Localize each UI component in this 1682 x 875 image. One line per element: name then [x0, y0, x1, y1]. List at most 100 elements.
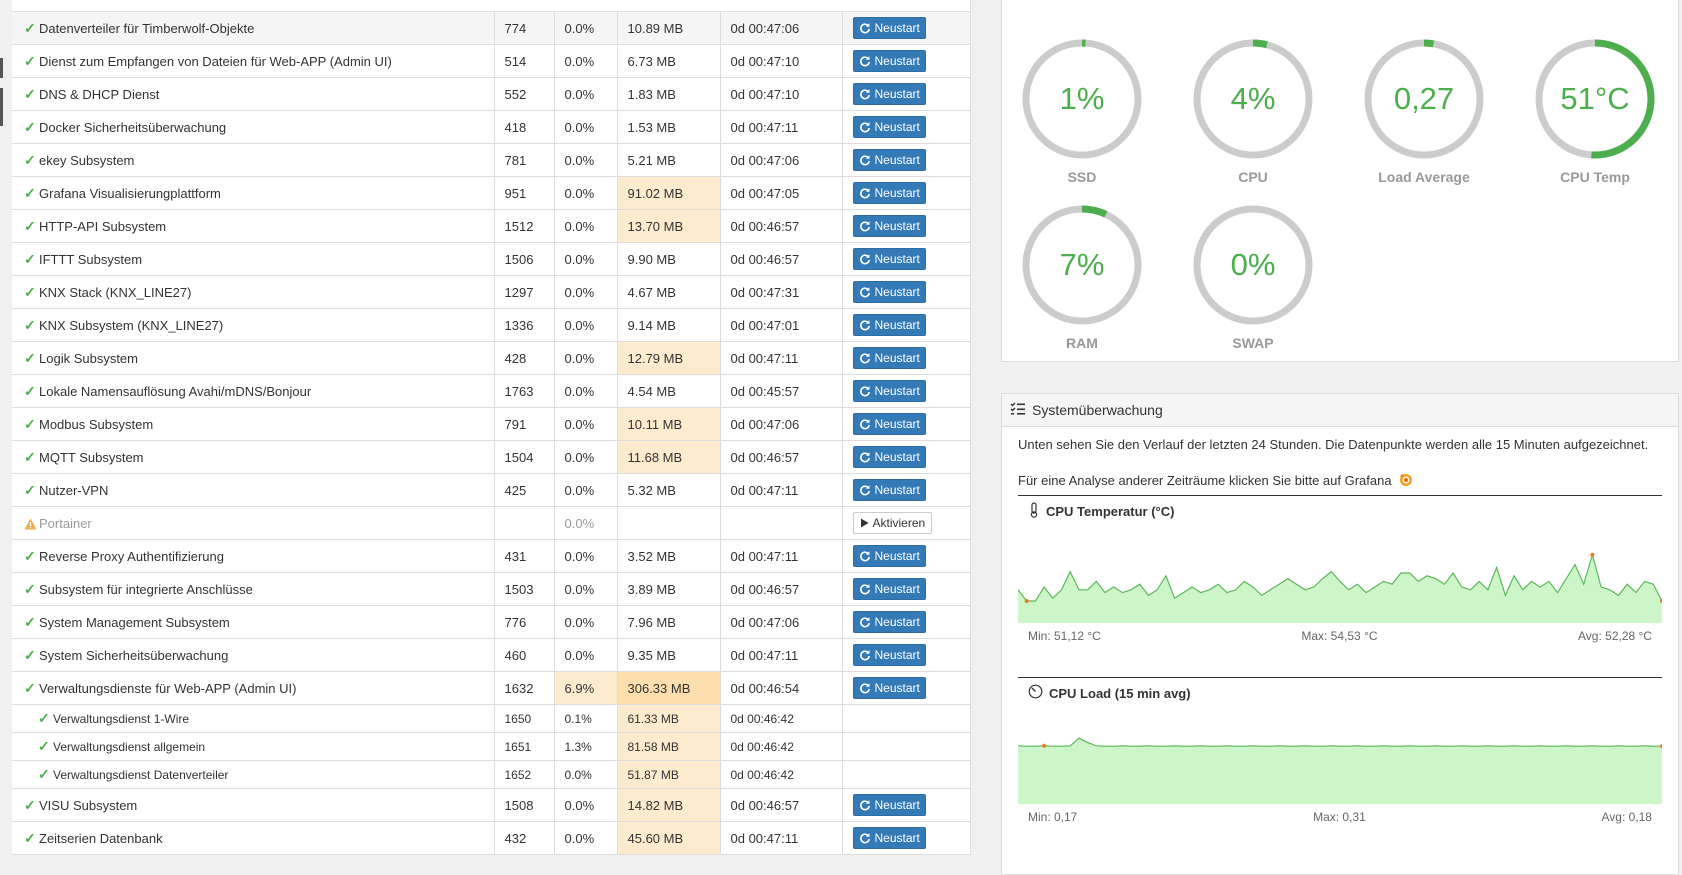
restart-icon — [859, 253, 871, 265]
process-name-cell: ✓ Nutzer-VPN — [12, 473, 495, 507]
activate-button[interactable]: Aktivieren — [852, 512, 933, 534]
restart-button[interactable]: Neustart — [852, 182, 926, 204]
grafana-icon[interactable] — [1398, 472, 1414, 491]
restart-button-label: Neustart — [874, 483, 920, 497]
restart-button[interactable]: Neustart — [852, 677, 926, 699]
process-action-cell: Neustart — [842, 539, 971, 573]
process-name-cell: ✓ Logik Subsystem — [12, 341, 495, 375]
gauge-swap: 0% SWAP — [1191, 203, 1315, 353]
process-name: Logik Subsystem — [39, 350, 138, 366]
check-icon: ✓ — [24, 613, 36, 630]
process-memory: 1.53 MB — [617, 110, 721, 144]
sparkline-point — [1660, 744, 1662, 749]
restart-button[interactable]: Neustart — [852, 17, 926, 39]
restart-button[interactable]: Neustart — [852, 215, 926, 237]
process-uptime: 0d 00:46:57 — [720, 788, 843, 822]
restart-button[interactable]: Neustart — [852, 545, 926, 567]
sparkline-line — [1018, 737, 1662, 747]
restart-button[interactable]: Neustart — [852, 248, 926, 270]
process-memory: 14.82 MB — [617, 788, 721, 822]
process-pid: 552 — [494, 77, 555, 111]
process-row: ✓ IFTTT Subsystem 1506 0.0% 9.90 MB 0d 00:46:… — [12, 242, 971, 276]
restart-button[interactable]: Neustart — [852, 413, 926, 435]
process-cpu: 0.0% — [554, 143, 618, 177]
process-table: ✓ Datenverteiler für Timberwolf-Objekte 77… — [12, 0, 971, 855]
restart-button[interactable]: Neustart — [852, 644, 926, 666]
process-memory: 306.33 MB — [617, 671, 721, 705]
restart-button-label: Neustart — [874, 153, 920, 167]
gauge-value: 1% — [1059, 81, 1105, 116]
check-icon: ✓ — [24, 349, 36, 366]
gauge-ssd: 1% SSD — [1020, 37, 1144, 187]
check-icon: ✓ — [24, 250, 36, 267]
check-icon: ✓ — [38, 710, 50, 726]
process-name-cell: ✓ Verwaltungsdienst Datenverteiler — [12, 760, 495, 789]
process-name: Subsystem für integrierte Anschlüsse — [39, 581, 253, 597]
left-sidebar-edge — [0, 0, 12, 861]
restart-button[interactable]: Neustart — [852, 380, 926, 402]
gauge-load-average: 0,27 Load Average — [1362, 37, 1486, 187]
process-uptime: 0d 00:47:11 — [720, 473, 843, 507]
gauge-label: RAM — [1066, 335, 1098, 351]
restart-button[interactable]: Neustart — [852, 149, 926, 171]
restart-button[interactable]: Neustart — [852, 446, 926, 468]
restart-button[interactable]: Neustart — [852, 314, 926, 336]
process-name-cell: ✓ IFTTT Subsystem — [12, 242, 495, 276]
process-memory: 61.33 MB — [617, 704, 721, 733]
process-uptime: 0d 00:47:06 — [720, 143, 843, 177]
process-name-cell: ✓ Modbus Subsystem — [12, 407, 495, 441]
process-row: ✓ Zeitserien Datenbank 432 0.0% 45.60 MB 0d 0… — [12, 821, 971, 855]
process-pid: 1297 — [494, 275, 555, 309]
process-name-cell: ✓ Dienst zum Empfangen von Dateien für We… — [12, 44, 495, 78]
restart-button[interactable]: Neustart — [852, 611, 926, 633]
process-pid: 791 — [494, 407, 555, 441]
process-name-cell: ✓ Docker Sicherheitsüberwachung — [12, 110, 495, 144]
process-row: ✓ ekey Subsystem 781 0.0% 5.21 MB 0d 00:47:06… — [12, 143, 971, 177]
process-pid: 1503 — [494, 572, 555, 606]
check-icon: ✓ — [38, 738, 50, 754]
process-name: Verwaltungsdienst Datenverteiler — [53, 768, 229, 782]
restart-button[interactable]: Neustart — [852, 50, 926, 72]
process-action-cell: Neustart — [842, 407, 971, 441]
process-name-cell: ✓ System Sicherheitsüberwachung — [12, 638, 495, 672]
restart-button[interactable]: Neustart — [852, 116, 926, 138]
process-pid: 774 — [494, 11, 555, 45]
process-row: ✓ VISU Subsystem 1508 0.0% 14.82 MB 0d 00:46:… — [12, 788, 971, 822]
restart-button[interactable]: Neustart — [852, 794, 926, 816]
restart-button-label: Neustart — [874, 450, 920, 464]
process-cpu: 0.0% — [554, 77, 618, 111]
check-icon: ✓ — [24, 151, 36, 168]
list-check-icon — [1010, 402, 1026, 419]
restart-button-label: Neustart — [874, 582, 920, 596]
process-action-cell: Neustart — [842, 44, 971, 78]
process-memory: 4.67 MB — [617, 275, 721, 309]
sparkline-area — [1018, 738, 1662, 804]
gauge-meter-icon — [1028, 684, 1043, 702]
restart-button[interactable]: Neustart — [852, 83, 926, 105]
process-row: ✓ Lokale Namensauflösung Avahi/mDNS/Bonjo… — [12, 374, 971, 408]
restart-button-label: Neustart — [874, 54, 920, 68]
process-action-cell: Neustart — [842, 275, 971, 309]
process-memory: 4.54 MB — [617, 374, 721, 408]
process-action-cell: Neustart — [842, 176, 971, 210]
process-uptime: 0d 00:47:01 — [720, 308, 843, 342]
process-table-panel: ✓ Datenverteiler für Timberwolf-Objekte 77… — [12, 0, 971, 855]
process-name: System Management Subsystem — [39, 614, 230, 630]
process-name: Dienst zum Empfangen von Dateien für Web… — [39, 53, 392, 69]
process-action-cell — [842, 732, 971, 761]
gauge-label: SSD — [1067, 169, 1097, 185]
restart-button[interactable]: Neustart — [852, 578, 926, 600]
restart-icon — [859, 616, 871, 628]
check-icon: ✓ — [24, 316, 36, 333]
process-name: KNX Subsystem (KNX_LINE27) — [39, 317, 224, 333]
process-cpu: 6.9% — [554, 671, 618, 705]
restart-button[interactable]: Neustart — [852, 347, 926, 369]
process-row: ✓ Dienst zum Empfangen von Dateien für We… — [12, 44, 971, 78]
gauge-label: CPU — [1238, 169, 1268, 185]
restart-button[interactable]: Neustart — [852, 479, 926, 501]
process-cpu: 0.0% — [554, 440, 618, 474]
restart-button[interactable]: Neustart — [852, 281, 926, 303]
sparkline-point — [1660, 599, 1662, 603]
restart-button[interactable]: Neustart — [852, 827, 926, 849]
process-action-cell: Neustart — [842, 341, 971, 375]
